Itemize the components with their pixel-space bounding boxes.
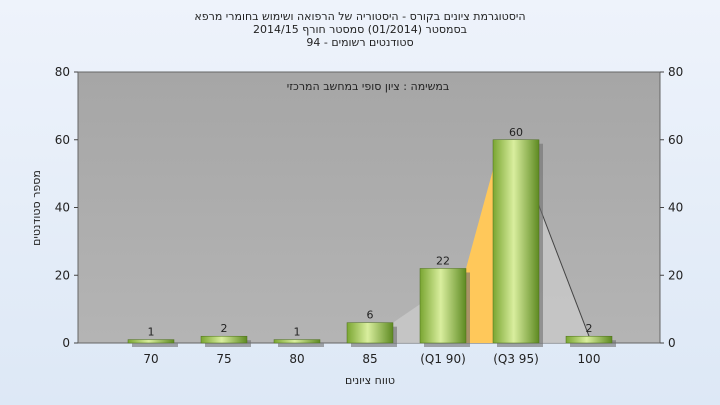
title-line-2: בסמסטר (01/2014) סמסטר חורף 2014/15	[253, 23, 467, 36]
bar-100	[570, 340, 616, 347]
trend-area-right	[529, 179, 589, 343]
y-tick-label-left: 0	[62, 336, 70, 350]
data-label: 60	[509, 126, 523, 139]
title-line-1: היסטוגרמת ציונים בקורס - היסטוריה של הרפ…	[194, 10, 526, 23]
title-line-3: סטודנטים רשומים - 94	[306, 36, 414, 49]
data-label: 1	[294, 326, 301, 339]
bar-(Q3 95)	[492, 139, 540, 344]
bar-75	[200, 335, 248, 344]
chart-title: היסטוגרמת ציונים בקורס - היסטוריה של הרפ…	[0, 10, 720, 49]
data-label: 1	[148, 326, 155, 339]
y-tick-label-right: 80	[668, 65, 683, 79]
x-tick-label: (Q3 95)	[493, 352, 539, 366]
chart-annotation: במשימה : ציון סופי במחשב המרכזי	[287, 80, 450, 93]
y-tick-label-right: 20	[668, 268, 683, 282]
y-axis-title: מספר סטודנטים	[30, 170, 43, 246]
x-tick-label: 85	[362, 352, 377, 366]
trend-area-orange	[466, 169, 493, 343]
x-tick-label: 100	[578, 352, 601, 366]
data-label: 2	[586, 322, 593, 335]
x-tick-label: (Q1 90)	[420, 352, 466, 366]
y-tick-label-left: 20	[55, 268, 70, 282]
y-tick-label-left: 80	[55, 65, 70, 79]
x-tick-label: 70	[143, 352, 158, 366]
data-label: 2	[221, 322, 228, 335]
y-tick-label-right: 60	[668, 133, 683, 147]
y-tick-label-right: 40	[668, 201, 683, 215]
bar-(Q1 90)	[419, 268, 467, 344]
y-tick-label-left: 40	[55, 201, 70, 215]
data-label: 6	[367, 309, 374, 322]
bar-70	[132, 343, 178, 347]
bar-80	[273, 339, 321, 344]
x-tick-label: 80	[289, 352, 304, 366]
bar-85	[346, 322, 394, 344]
bar-75	[205, 340, 251, 347]
y-tick-label-right: 0	[668, 336, 676, 350]
axis-layer: 70 75 80 85 (Q1 90) (Q3 95) 100 0 0 20 20 40 40 60 60 8…	[55, 65, 684, 366]
bar-70	[127, 339, 175, 344]
bar-layer: 1 2 1 6 22 60 2	[127, 126, 616, 347]
x-tick-label: 75	[216, 352, 231, 366]
bar-80	[278, 343, 324, 347]
bar-100	[565, 335, 613, 344]
x-axis-title: טווח ציונים	[345, 374, 395, 387]
data-label: 22	[436, 254, 450, 267]
y-tick-label-left: 60	[55, 133, 70, 147]
